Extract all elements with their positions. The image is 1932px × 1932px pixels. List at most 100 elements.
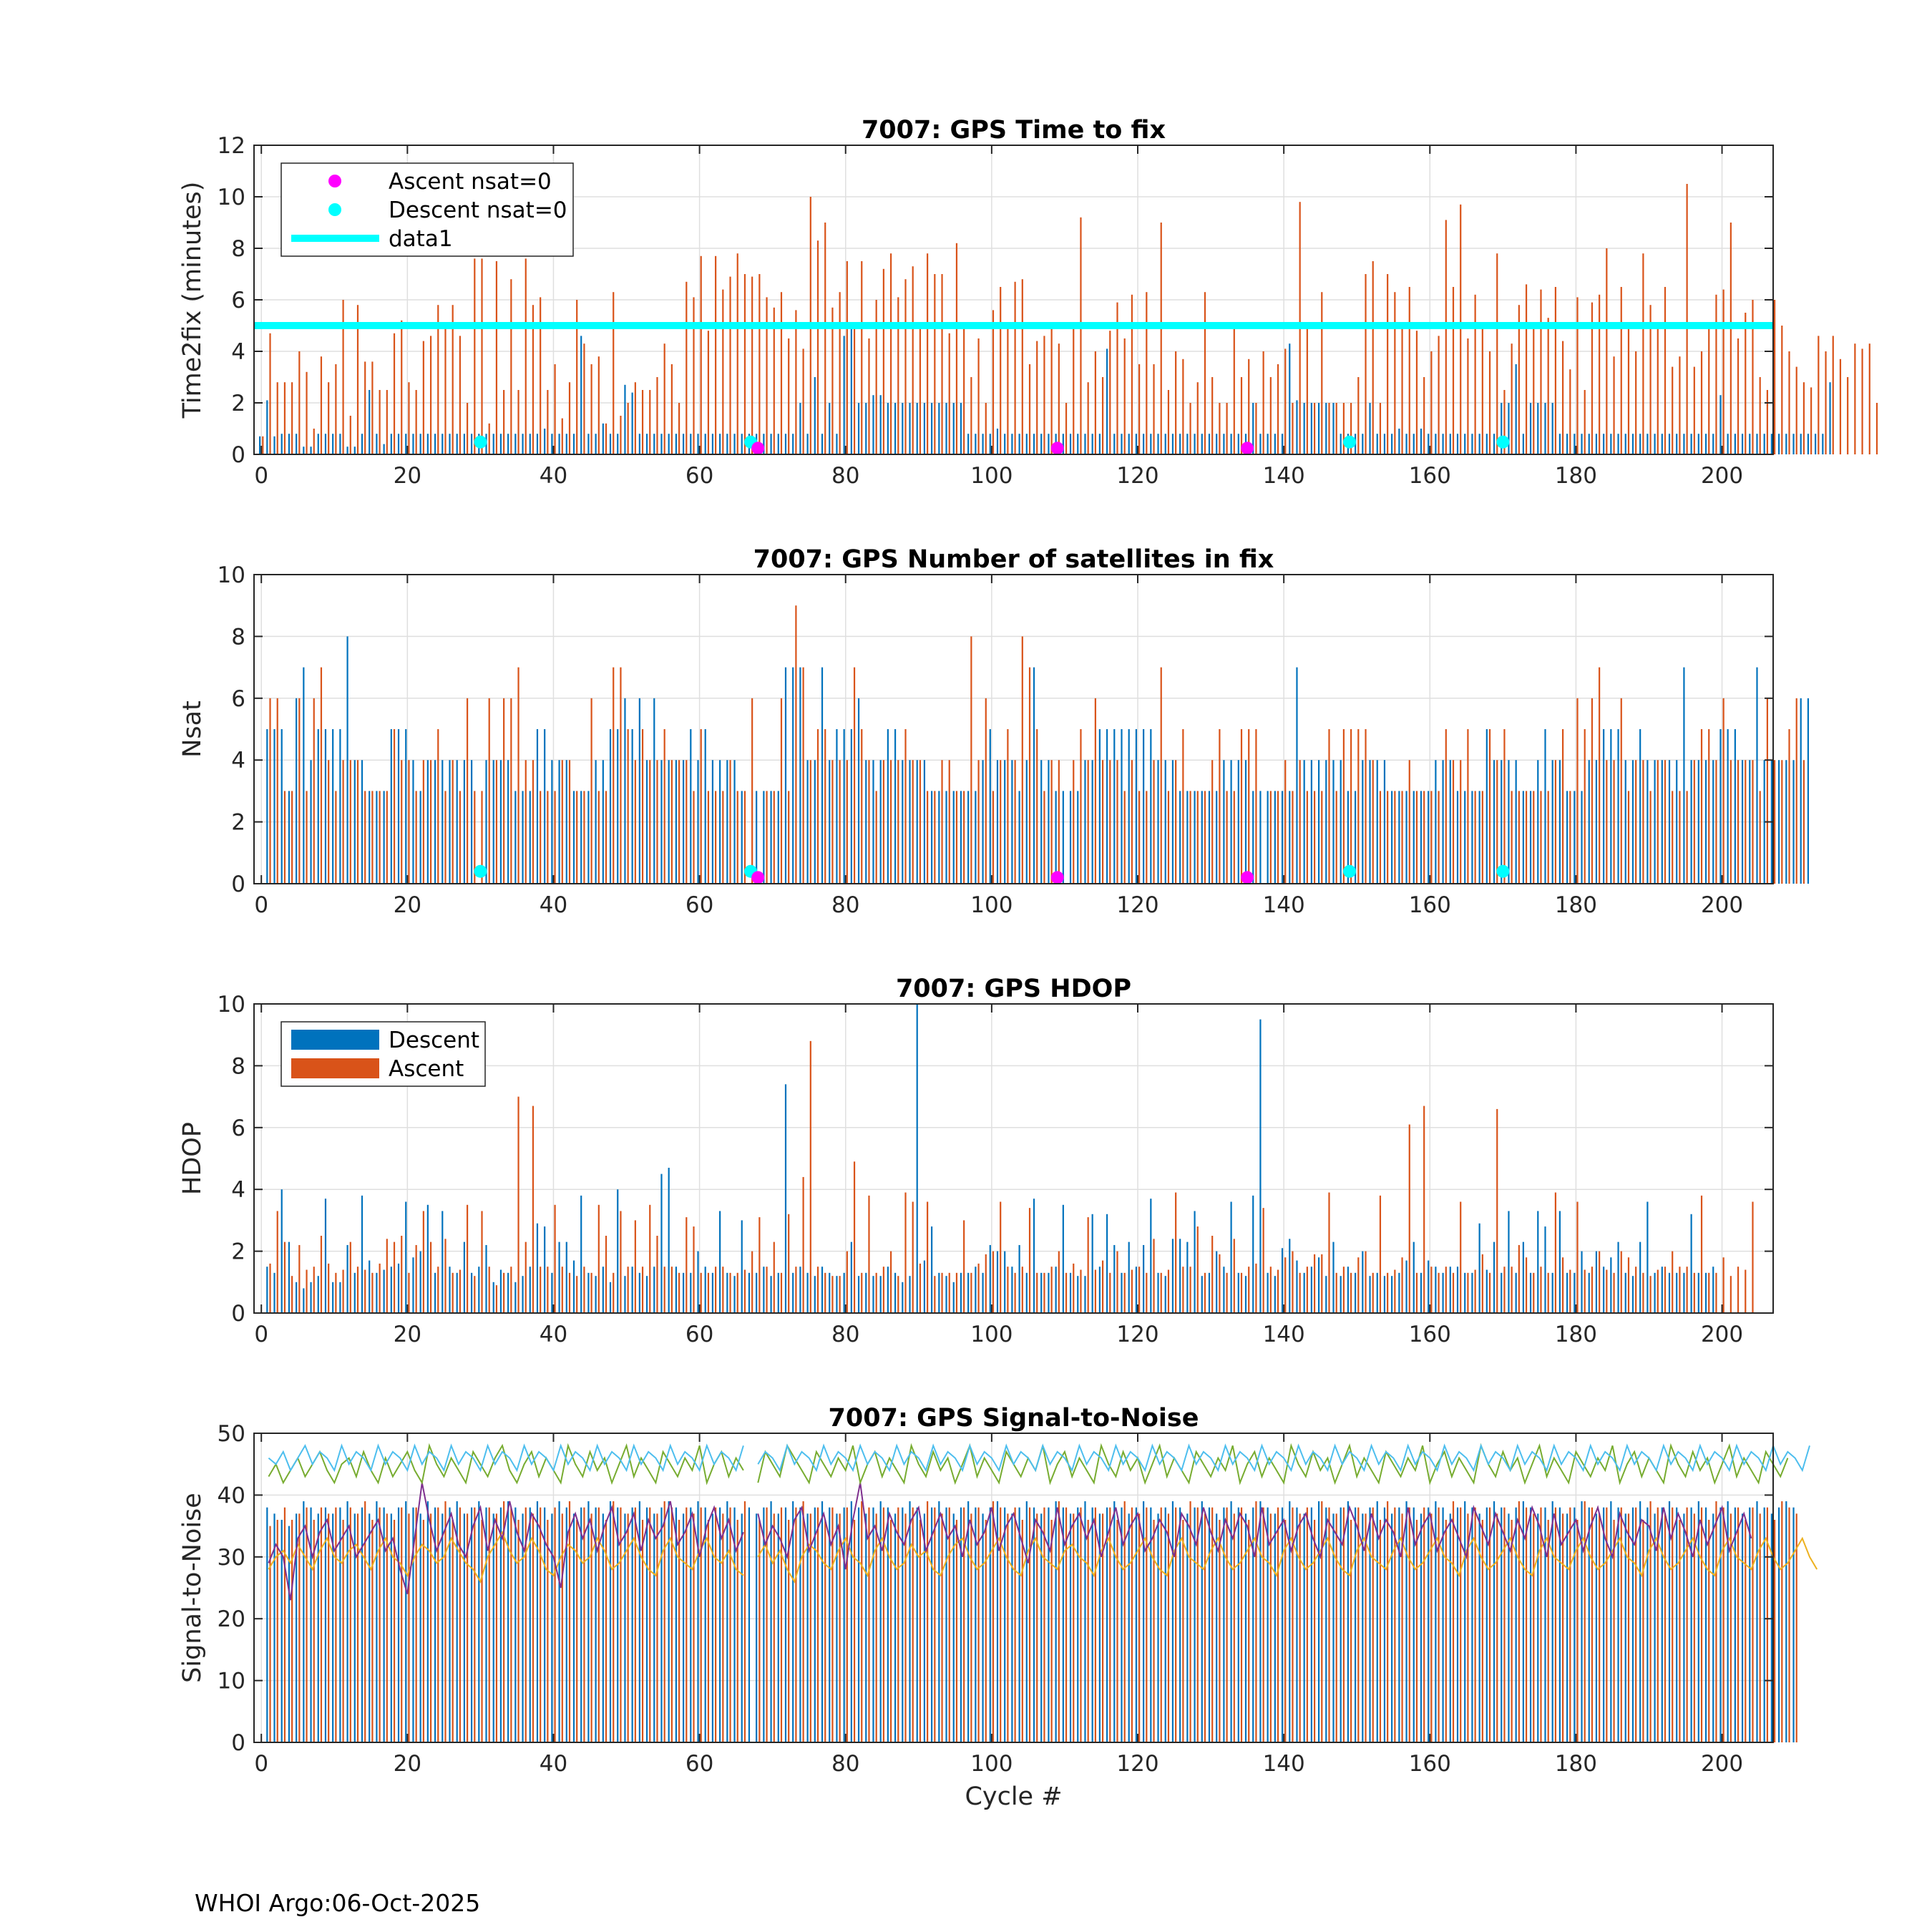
descent-bar: [1004, 1507, 1006, 1742]
snr-line-lightblue: [268, 1443, 1810, 1473]
descent-bar: [1595, 434, 1598, 454]
ascent-bar: [444, 1501, 447, 1742]
descent-bar: [850, 1501, 852, 1742]
descent-bar: [1179, 791, 1181, 884]
descent-bar: [931, 1507, 933, 1742]
ascent-bar: [1481, 791, 1483, 884]
descent-bar: [1194, 1507, 1196, 1742]
ascent-bar: [1503, 1507, 1506, 1742]
descent-bar: [1259, 434, 1262, 454]
ascent-bar: [481, 1519, 483, 1742]
ascent-bar: [597, 791, 600, 884]
descent-bar: [266, 729, 268, 884]
ascent-bar: [1050, 760, 1053, 884]
descent-bar: [617, 434, 619, 454]
ascent-bar: [525, 1241, 527, 1313]
x-tick-label: 200: [1701, 1322, 1743, 1347]
ascent-bar: [1511, 1519, 1513, 1742]
descent-bar: [1537, 403, 1539, 454]
descent-bar: [383, 1269, 385, 1313]
descent-bar: [660, 1507, 663, 1742]
x-tick-label: 180: [1555, 1322, 1597, 1347]
descent-bar: [1588, 760, 1590, 884]
descent-bar: [638, 1501, 640, 1742]
descent-bar: [777, 1513, 779, 1742]
descent-bar: [580, 791, 582, 884]
ascent-bar: [1211, 1236, 1214, 1313]
ascent-bar: [1226, 791, 1228, 884]
ascent-bar: [1335, 403, 1337, 454]
descent-bar: [317, 1276, 319, 1313]
ascent-bar: [1649, 1501, 1652, 1742]
ascent-bar: [977, 760, 980, 884]
chart-panel-3: 0 20 40 60 80 100 120 140 160 180 20002468107007: …: [178, 975, 1774, 1347]
descent-bar: [1143, 1501, 1145, 1742]
descent-bar: [1558, 434, 1561, 454]
ascent-bar: [1408, 760, 1410, 884]
ascent-bar: [1028, 1208, 1031, 1313]
descent-bar: [894, 1272, 897, 1313]
descent-bar: [434, 434, 436, 454]
ascent-bar: [1196, 382, 1199, 454]
ascent-bar: [1342, 1267, 1345, 1313]
ascent-bar: [1160, 223, 1162, 454]
descent-bar: [310, 447, 312, 454]
descent-bar: [1566, 1513, 1568, 1742]
descent-bar: [1259, 791, 1262, 884]
descent-bar: [441, 434, 444, 454]
ascent-bar: [1554, 760, 1556, 884]
descent-bar: [1807, 698, 1810, 884]
descent-bar: [777, 791, 779, 884]
descent-bar: [463, 1241, 465, 1313]
descent-bar: [653, 698, 655, 884]
ascent-bar: [1073, 326, 1075, 454]
ascent-bar: [1028, 364, 1031, 454]
ascent-bar: [364, 1501, 366, 1742]
ascent-bar: [349, 416, 351, 454]
ascent-bar: [1657, 328, 1659, 454]
ascent-bar: [488, 1507, 490, 1742]
descent-bar: [1362, 1513, 1364, 1742]
ascent-bar: [1028, 667, 1031, 884]
ascent-bar: [1000, 287, 1002, 454]
ascent-bar: [1292, 403, 1294, 454]
ascent-bar: [1729, 223, 1732, 454]
descent-bar: [1478, 1223, 1480, 1313]
ascent-bar: [1255, 729, 1257, 884]
ascent-bar: [1445, 729, 1447, 884]
y-axis-label: Signal-to-Noise: [178, 1493, 207, 1683]
ascent-bar: [590, 364, 592, 454]
ascent-bar: [1335, 791, 1337, 884]
ascent-bar: [1182, 358, 1184, 454]
descent-bar: [1428, 1507, 1430, 1742]
ascent-bar: [568, 382, 571, 454]
y-tick-label: 2: [231, 1239, 245, 1265]
ascent-bar: [912, 1507, 914, 1742]
ascent-bar: [1452, 1272, 1455, 1313]
descent-bar: [492, 1513, 494, 1742]
descent-bar: [1529, 1507, 1532, 1742]
descent-bar: [1310, 403, 1312, 454]
descent-bar: [1420, 1272, 1423, 1313]
ascent-bar: [1533, 791, 1535, 884]
ascent-bar: [1007, 1267, 1009, 1313]
descent-bar: [1551, 760, 1553, 884]
descent-bar: [1537, 1513, 1539, 1742]
snr-line-yellow: [268, 1530, 1818, 1584]
ascent-bar: [429, 1513, 432, 1742]
descent-bar: [1157, 760, 1159, 884]
ascent-bar: [1430, 1267, 1433, 1313]
descent-bar: [1727, 434, 1729, 454]
descent-bar: [1310, 760, 1312, 884]
descent-bar: [1004, 434, 1006, 454]
descent-bar: [1025, 760, 1028, 884]
descent-bar: [405, 434, 407, 454]
descent-bar: [1391, 1276, 1393, 1313]
descent-bar: [1048, 760, 1050, 884]
descent-bar: [449, 1267, 451, 1313]
descent-bar: [1493, 760, 1496, 884]
ascent-bar: [977, 1263, 980, 1313]
descent-bar: [1332, 1241, 1335, 1313]
descent-bar: [544, 729, 546, 884]
descent-bar: [1529, 791, 1532, 884]
